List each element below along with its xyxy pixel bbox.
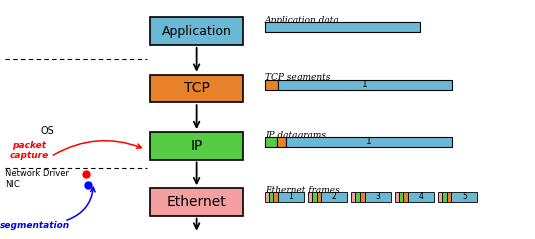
- Text: TCP segments: TCP segments: [265, 73, 330, 82]
- Bar: [277, 137, 286, 147]
- Text: 1: 1: [362, 80, 368, 89]
- Text: packet
capture: packet capture: [10, 141, 49, 160]
- Bar: [265, 22, 420, 32]
- Bar: [317, 192, 322, 202]
- Bar: [150, 188, 243, 216]
- Text: NIC: NIC: [5, 180, 20, 189]
- Text: 5: 5: [462, 192, 467, 201]
- Bar: [452, 192, 477, 202]
- Bar: [447, 192, 452, 202]
- Text: IP: IP: [190, 139, 203, 153]
- Bar: [351, 192, 355, 202]
- Bar: [365, 192, 391, 202]
- Bar: [278, 80, 452, 90]
- Text: Application: Application: [162, 25, 232, 38]
- Bar: [286, 137, 452, 147]
- Bar: [355, 192, 360, 202]
- Text: 3: 3: [375, 192, 380, 201]
- Text: 2: 2: [332, 192, 337, 201]
- Bar: [265, 80, 278, 90]
- Text: Application data: Application data: [265, 16, 340, 25]
- Bar: [442, 192, 447, 202]
- Bar: [322, 192, 347, 202]
- Text: 1: 1: [288, 192, 293, 201]
- Bar: [395, 192, 399, 202]
- Bar: [150, 17, 243, 45]
- Text: 1: 1: [366, 137, 372, 147]
- Text: 4: 4: [418, 192, 423, 201]
- Text: Network Driver: Network Driver: [5, 169, 70, 179]
- Bar: [408, 192, 434, 202]
- Text: TCP: TCP: [184, 81, 210, 95]
- Bar: [438, 192, 442, 202]
- Text: segmentation: segmentation: [0, 221, 70, 230]
- Bar: [265, 137, 277, 147]
- Bar: [360, 192, 365, 202]
- Bar: [273, 192, 278, 202]
- Text: Ethernet frames: Ethernet frames: [265, 185, 340, 195]
- Text: OS: OS: [40, 126, 54, 136]
- Bar: [399, 192, 403, 202]
- Bar: [265, 192, 269, 202]
- Bar: [308, 192, 312, 202]
- Bar: [312, 192, 317, 202]
- Bar: [403, 192, 408, 202]
- Text: IP datagrams: IP datagrams: [265, 130, 326, 140]
- Bar: [150, 75, 243, 102]
- Text: Ethernet: Ethernet: [167, 195, 226, 209]
- Bar: [269, 192, 273, 202]
- Bar: [278, 192, 304, 202]
- Bar: [150, 132, 243, 160]
